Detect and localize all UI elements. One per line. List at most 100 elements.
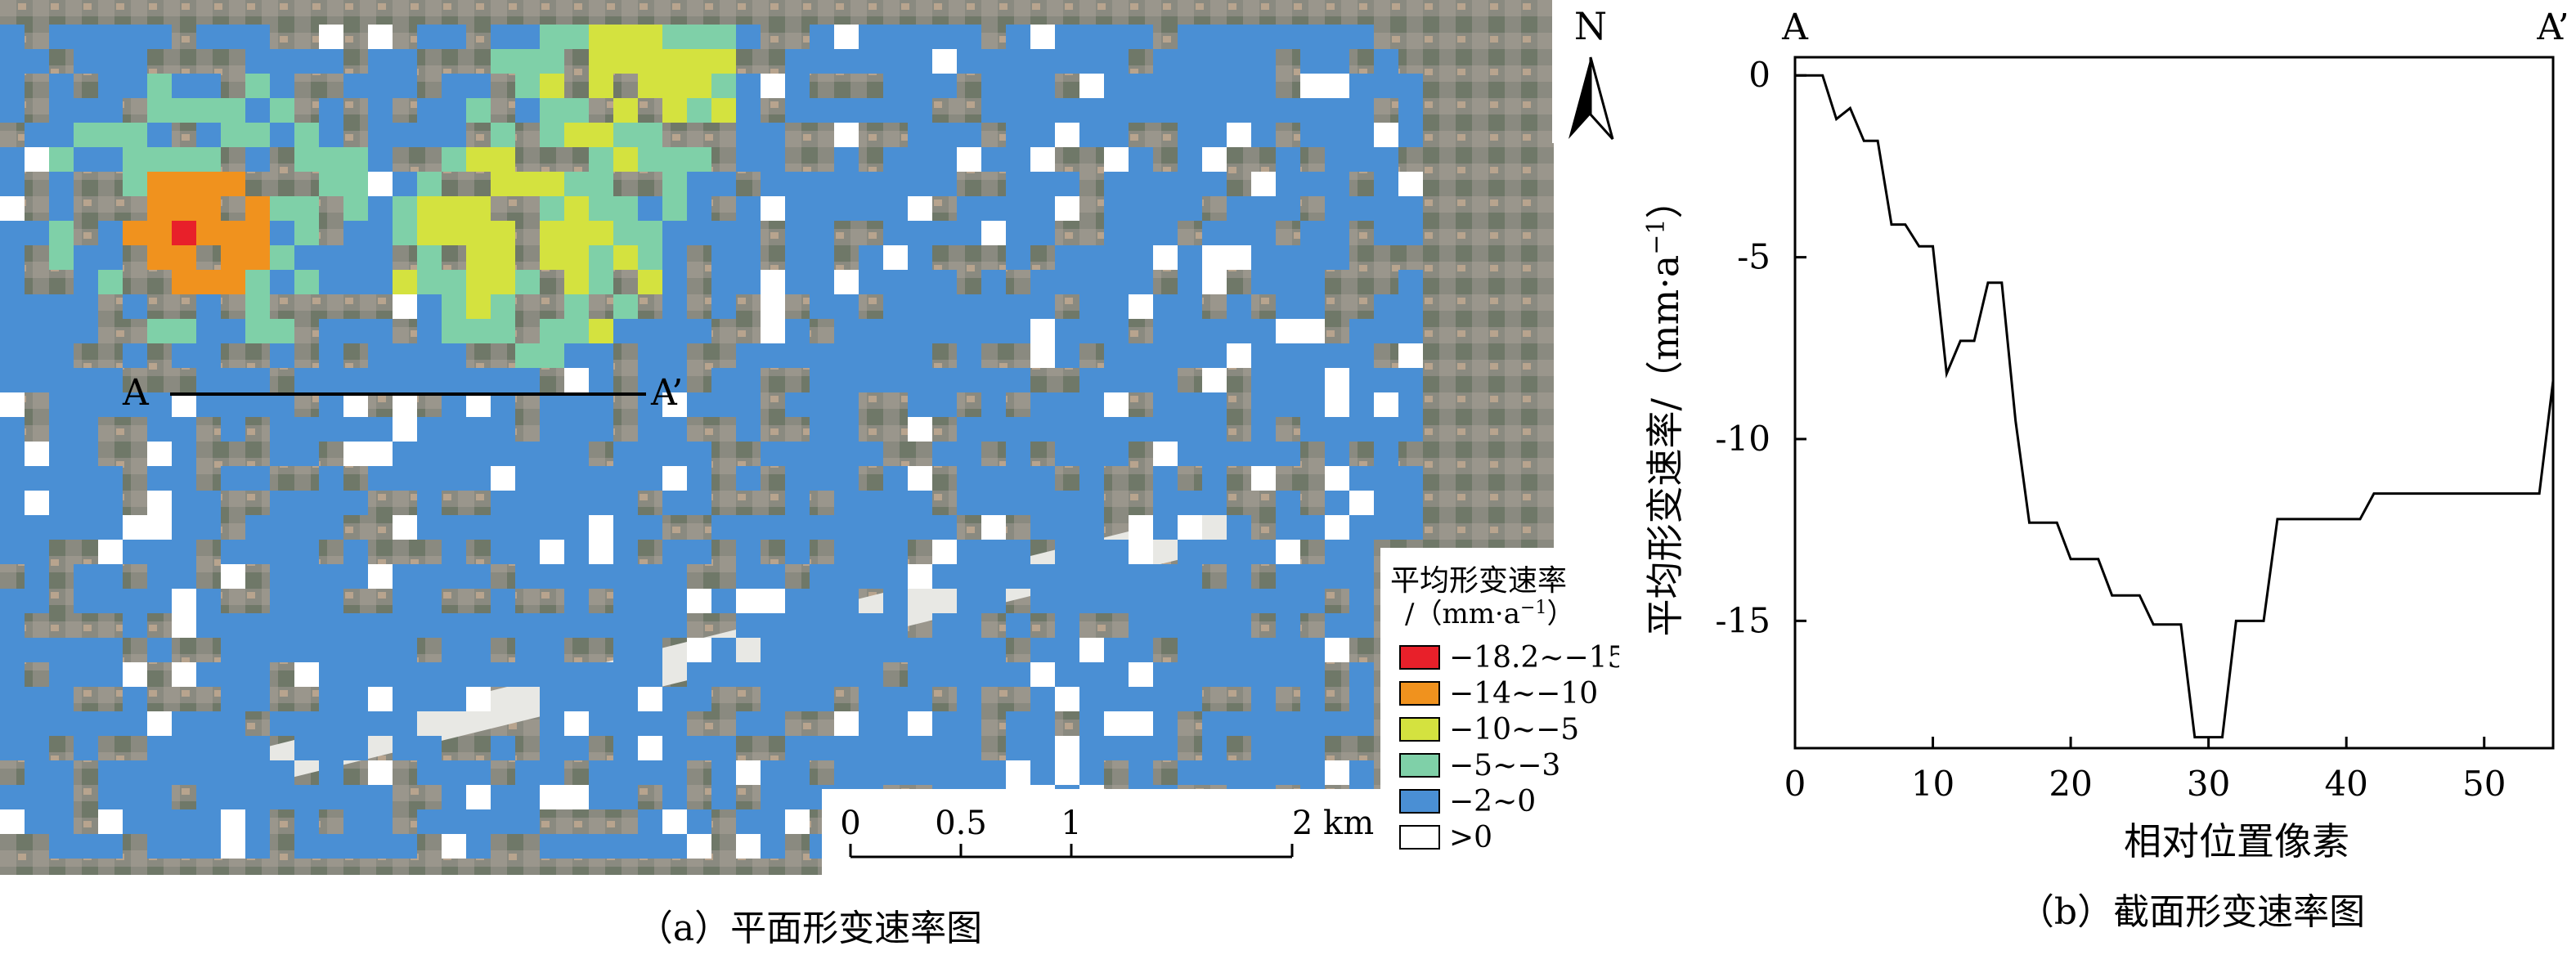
deformation-pixel: [1202, 760, 1227, 785]
deformation-pixel: [662, 613, 687, 638]
deformation-pixel: [957, 736, 981, 760]
deformation-pixel: [368, 711, 393, 736]
deformation-pixel: [368, 221, 393, 245]
deformation-pixel: [319, 343, 343, 368]
deformation-pixel: [540, 417, 564, 442]
deformation-pixels: [0, 25, 1423, 859]
deformation-pixel: [1227, 49, 1251, 74]
deformation-pixel: [1349, 147, 1374, 172]
deformation-pixel: [0, 74, 25, 98]
deformation-pixel: [589, 392, 613, 417]
deformation-pixel: [49, 368, 74, 392]
deformation-pixel: [638, 809, 662, 834]
deformation-pixel: [196, 319, 221, 343]
deformation-pixel: [1055, 196, 1079, 221]
deformation-pixel: [932, 711, 957, 736]
deformation-pixel: [417, 221, 442, 245]
deformation-pixel: [761, 589, 785, 613]
deformation-pixel: [883, 711, 908, 736]
deformation-pixel: [834, 736, 859, 760]
deformation-pixel: [393, 834, 417, 859]
deformation-pixel: [1398, 221, 1423, 245]
deformation-pixel: [834, 491, 859, 515]
scale-tick-2km: 2 km: [1292, 805, 1374, 842]
deformation-pixel: [785, 638, 810, 662]
deformation-pixel: [172, 98, 196, 123]
deformation-pixel: [1374, 515, 1398, 540]
legend-label: −10~−5: [1449, 713, 1579, 747]
deformation-pixel: [932, 294, 957, 319]
deformation-pixel: [932, 123, 957, 147]
deformation-pixel: [1251, 442, 1276, 466]
deformation-pixel: [74, 98, 98, 123]
deformation-pixel: [736, 392, 761, 417]
deformation-pixel: [147, 785, 172, 809]
deformation-pixel: [466, 270, 491, 294]
deformation-pixel: [368, 25, 393, 49]
deformation-pixel: [1079, 270, 1104, 294]
deformation-pixel: [1129, 98, 1153, 123]
deformation-pixel: [1300, 368, 1325, 392]
deformation-pixel: [294, 613, 319, 638]
deformation-pixel: [785, 270, 810, 294]
deformation-pixel: [172, 540, 196, 564]
deformation-pixel: [1153, 736, 1178, 760]
deformation-pixel: [1325, 711, 1349, 736]
deformation-pixel: [1276, 589, 1300, 613]
scale-bar: 0 0.5 1 2 km: [822, 789, 1386, 875]
deformation-pixel: [1398, 319, 1423, 343]
deformation-pixel: [613, 98, 638, 123]
deformation-pixel: [957, 613, 981, 638]
deformation-pixel: [393, 123, 417, 147]
deformation-pixel: [1325, 613, 1349, 638]
deformation-pixel: [319, 417, 343, 442]
deformation-pixel: [245, 49, 270, 74]
deformation-pixel: [711, 221, 736, 245]
deformation-pixel: [1030, 25, 1055, 49]
deformation-pixel: [417, 343, 442, 368]
deformation-pixel: [393, 343, 417, 368]
deformation-pixel: [981, 760, 1006, 785]
deformation-pixel: [761, 319, 785, 343]
deformation-pixel: [589, 343, 613, 368]
deformation-pixel: [589, 123, 613, 147]
deformation-pixel: [1276, 172, 1300, 196]
deformation-pixel: [466, 221, 491, 245]
deformation-pixel: [368, 123, 393, 147]
deformation-pixel: [49, 294, 74, 319]
deformation-pixel: [564, 343, 589, 368]
deformation-pixel: [613, 245, 638, 270]
deformation-pixel: [294, 270, 319, 294]
deformation-pixel: [761, 172, 785, 196]
deformation-pixel: [1276, 442, 1300, 466]
deformation-pixel: [491, 123, 515, 147]
deformation-pixel: [343, 270, 368, 294]
deformation-pixel: [1079, 466, 1104, 491]
deformation-pixel: [613, 785, 638, 809]
deformation-pixel: [294, 417, 319, 442]
deformation-pixel: [1251, 368, 1276, 392]
deformation-pixel: [1178, 74, 1202, 98]
deformation-pixel: [1276, 540, 1300, 564]
deformation-pixel: [638, 466, 662, 491]
deformation-pixel: [1300, 25, 1325, 49]
y-tick-label: -5: [1737, 237, 1770, 277]
deformation-pixel: [1202, 221, 1227, 245]
deformation-pixel: [270, 589, 294, 613]
plot-frame: [1793, 56, 2555, 750]
deformation-pixel: [515, 564, 540, 589]
deformation-pixel: [810, 368, 834, 392]
deformation-pixel: [1227, 25, 1251, 49]
deformation-pixel: [1079, 319, 1104, 343]
deformation-pixel: [564, 319, 589, 343]
deformation-pixel: [1227, 662, 1251, 687]
deformation-pixel: [908, 736, 932, 760]
deformation-pixel: [736, 711, 761, 736]
deformation-pixel: [908, 98, 932, 123]
deformation-pixel: [1030, 147, 1055, 172]
deformation-pixel: [491, 466, 515, 491]
scale-tick-1: 1: [1061, 805, 1081, 842]
deformation-pixel: [393, 466, 417, 491]
deformation-pixel: [834, 343, 859, 368]
deformation-pixel: [49, 442, 74, 466]
